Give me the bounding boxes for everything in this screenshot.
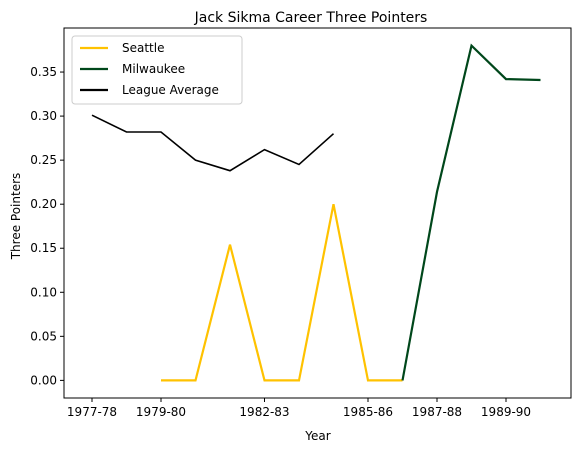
x-tick-label: 1979-80 xyxy=(136,405,186,419)
series-line-league-average xyxy=(92,115,334,171)
y-tick-label: 0.10 xyxy=(30,285,57,299)
y-tick-label: 0.25 xyxy=(30,153,57,167)
y-tick-label: 0.35 xyxy=(30,65,57,79)
legend: Seattle Milwaukee League Average xyxy=(72,36,242,104)
legend-label: Seattle xyxy=(122,41,164,55)
y-tick-label: 0.20 xyxy=(30,197,57,211)
y-tick-label: 0.30 xyxy=(30,109,57,123)
x-tick-label: 1977-78 xyxy=(67,405,117,419)
x-axis-label: Year xyxy=(304,429,330,443)
series-line-seattle xyxy=(161,204,403,380)
x-tick-label: 1989-90 xyxy=(481,405,531,419)
y-tick-label: 0.15 xyxy=(30,241,57,255)
y-tick-label: 0.00 xyxy=(30,373,57,387)
y-axis-label: Three Pointers xyxy=(9,173,23,261)
y-axis: 0.00 0.05 0.10 0.15 0.20 0.25 0.30 0.35 xyxy=(30,65,64,387)
series-line-milwaukee xyxy=(403,46,541,381)
x-tick-label: 1982-83 xyxy=(239,405,289,419)
legend-label: Milwaukee xyxy=(122,62,185,76)
x-tick-label: 1987-88 xyxy=(412,405,462,419)
chart-title: Jack Sikma Career Three Pointers xyxy=(194,10,428,26)
legend-label: League Average xyxy=(122,83,219,97)
x-axis: 1977-78 1979-80 1982-83 1985-86 1987-88 1989-… xyxy=(67,398,531,419)
y-tick-label: 0.05 xyxy=(30,329,57,343)
x-tick-label: 1985-86 xyxy=(343,405,393,419)
